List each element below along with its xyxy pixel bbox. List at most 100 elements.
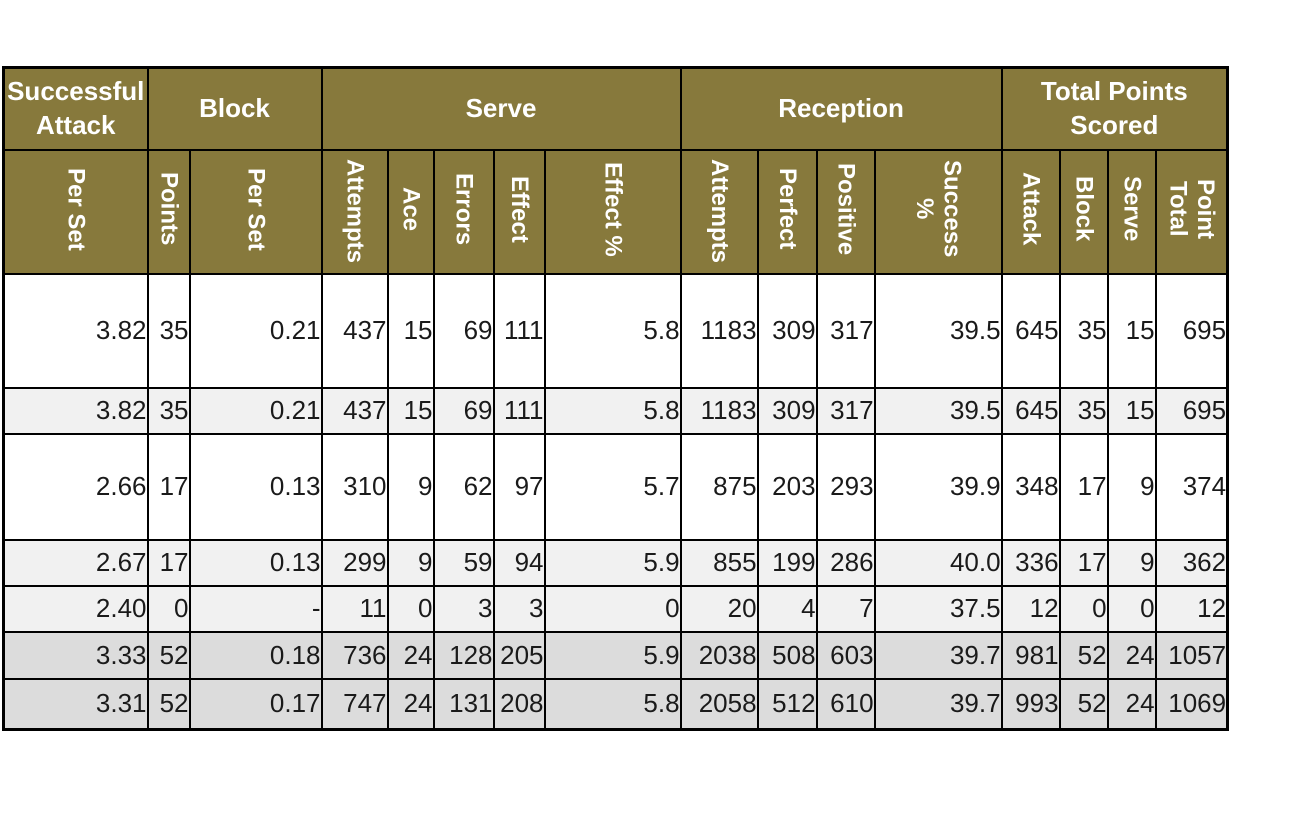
cell: 0 — [1106, 584, 1157, 633]
cell: 17 — [1058, 432, 1109, 541]
cell: 5.9 — [543, 538, 682, 587]
column-header-label: Per Set — [242, 167, 270, 251]
column-header-attempts-reception: Attempts — [679, 148, 759, 275]
cell: 309 — [756, 386, 818, 435]
cell: 11 — [320, 584, 389, 633]
cell: 52 — [1058, 677, 1109, 731]
group-header-serve: Serve — [320, 66, 682, 151]
cell: 0 — [386, 584, 435, 633]
cell: 317 — [815, 386, 876, 435]
cell: 5.8 — [543, 272, 682, 389]
column-header-label: Attempts — [341, 159, 369, 264]
cell: 317 — [815, 272, 876, 389]
column-header-success-pct: Success % — [873, 148, 1003, 275]
cell: 24 — [386, 630, 435, 680]
cell: 52 — [146, 630, 191, 680]
cell: 7 — [815, 584, 876, 633]
cell: 695 — [1154, 272, 1229, 389]
group-header-reception: Reception — [679, 66, 1003, 151]
cell: 24 — [386, 677, 435, 731]
column-header-label: Success % — [911, 160, 966, 258]
cell: 9 — [386, 538, 435, 587]
cell: 645 — [1000, 386, 1061, 435]
group-header-row: Successful Attack Block Serve Reception … — [2, 66, 1229, 151]
cell: 208 — [492, 677, 546, 731]
cell: 94 — [492, 538, 546, 587]
cell: 5.7 — [543, 432, 682, 541]
cell: 17 — [146, 538, 191, 587]
cell: 35 — [1058, 272, 1109, 389]
cell: 0 — [543, 584, 682, 633]
column-header-row: Per Set Points Per Set Attempts Ace Erro… — [2, 148, 1229, 275]
cell: 24 — [1106, 630, 1157, 680]
cell: 203 — [756, 432, 818, 541]
column-header-label: Errors — [450, 172, 478, 246]
cell: 199 — [756, 538, 818, 587]
cell: 3.33 — [2, 630, 149, 680]
cell: 111 — [492, 272, 546, 389]
cell: 5.8 — [543, 677, 682, 731]
column-header-label: Point Total — [1164, 179, 1219, 239]
cell: 39.5 — [873, 272, 1003, 389]
column-header-label: Positive — [832, 162, 860, 256]
cell: 2.40 — [2, 584, 149, 633]
column-header-perfect: Perfect — [756, 148, 818, 275]
cell: 603 — [815, 630, 876, 680]
cell: - — [188, 584, 323, 633]
cell: 131 — [432, 677, 495, 731]
cell: 309 — [756, 272, 818, 389]
column-header-positive: Positive — [815, 148, 876, 275]
cell: 0 — [1058, 584, 1109, 633]
cell: 15 — [386, 272, 435, 389]
cell: 508 — [756, 630, 818, 680]
column-header-label: Attempts — [705, 159, 733, 264]
cell: 610 — [815, 677, 876, 731]
table-row: 3.82 35 0.21 437 15 69 111 5.8 1183 309 … — [2, 386, 1229, 435]
cell: 981 — [1000, 630, 1061, 680]
cell: 695 — [1154, 386, 1229, 435]
cell: 39.9 — [873, 432, 1003, 541]
cell: 37.5 — [873, 584, 1003, 633]
cell: 2058 — [679, 677, 759, 731]
table-row: 2.40 0 - 11 0 3 3 0 20 4 7 37.5 12 0 0 1… — [2, 584, 1229, 633]
cell: 736 — [320, 630, 389, 680]
cell: 15 — [1106, 386, 1157, 435]
cell: 35 — [146, 272, 191, 389]
table-row: 3.82 35 0.21 437 15 69 111 5.8 1183 309 … — [2, 272, 1229, 389]
cell: 5.8 — [543, 386, 682, 435]
cell: 205 — [492, 630, 546, 680]
cell: 111 — [492, 386, 546, 435]
cell: 336 — [1000, 538, 1061, 587]
cell: 15 — [386, 386, 435, 435]
column-header-label: Effect % — [599, 161, 627, 257]
table-row: 3.31 52 0.17 747 24 131 208 5.8 2058 512… — [2, 677, 1229, 731]
table-row: 2.66 17 0.13 310 9 62 97 5.7 875 203 293… — [2, 432, 1229, 541]
cell: 993 — [1000, 677, 1061, 731]
column-header-per-set: Per Set — [2, 148, 149, 275]
cell: 24 — [1106, 677, 1157, 731]
cell: 17 — [1058, 538, 1109, 587]
cell: 0.18 — [188, 630, 323, 680]
cell: 20 — [679, 584, 759, 633]
cell: 2.66 — [2, 432, 149, 541]
column-header-label: Per Set — [62, 167, 90, 251]
group-header-block: Block — [146, 66, 323, 151]
column-header-effect: Effect — [492, 148, 546, 275]
cell: 12 — [1000, 584, 1061, 633]
cell: 0.17 — [188, 677, 323, 731]
cell: 15 — [1106, 272, 1157, 389]
column-header-label: Serve — [1118, 176, 1146, 242]
cell: 512 — [756, 677, 818, 731]
cell: 5.9 — [543, 630, 682, 680]
cell: 1057 — [1154, 630, 1229, 680]
cell: 0 — [146, 584, 191, 633]
cell: 310 — [320, 432, 389, 541]
cell: 17 — [146, 432, 191, 541]
table-row: 2.67 17 0.13 299 9 59 94 5.9 855 199 286… — [2, 538, 1229, 587]
stats-table: Successful Attack Block Serve Reception … — [2, 66, 1230, 731]
cell: 9 — [1106, 432, 1157, 541]
column-header-effect-pct: Effect % — [543, 148, 682, 275]
cell: 0.13 — [188, 538, 323, 587]
cell: 69 — [432, 386, 495, 435]
column-header-label: Perfect — [773, 168, 801, 250]
